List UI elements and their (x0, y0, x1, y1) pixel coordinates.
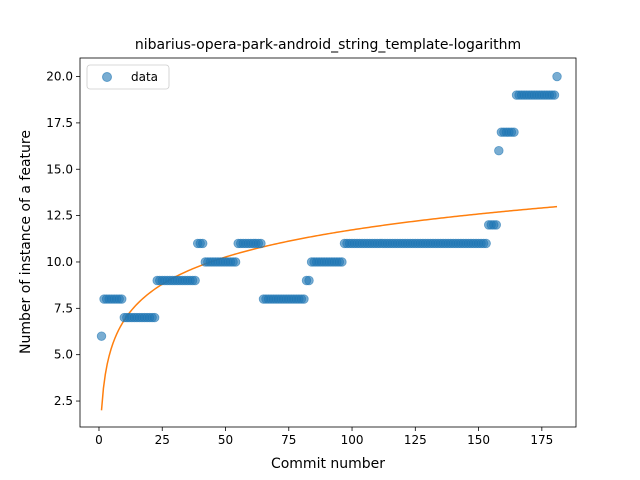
data-points (96, 71, 562, 341)
data-point (117, 294, 127, 304)
data-point (337, 257, 347, 267)
y-tick-label: 15.0 (46, 162, 73, 176)
x-axis-label: Commit number (271, 456, 385, 472)
data-point (299, 294, 309, 304)
legend-marker-data (102, 72, 112, 82)
data-point (304, 275, 314, 286)
data-point (230, 257, 241, 267)
y-tick-label: 20.0 (46, 70, 73, 84)
y-tick-label: 17.5 (46, 116, 73, 130)
y-tick-label: 7.5 (54, 301, 73, 315)
plot-frame (79, 57, 577, 428)
y-tick-label: 12.5 (46, 209, 73, 223)
data-point (491, 220, 501, 230)
chart-title: nibarius-opera-park-android_string_templ… (135, 37, 521, 53)
data-point (198, 238, 208, 249)
data-point (509, 127, 519, 137)
x-tick-label: 125 (404, 433, 427, 447)
y-tick-label: 5.0 (54, 348, 73, 362)
x-tick-label: 100 (341, 433, 364, 447)
axes-ticks: 0 25 50 75 100 125 150 175 2.5 5.0 7.5 10.0 12.5 15.0… (46, 70, 553, 447)
fit-line-layer (100, 205, 558, 411)
data-point (481, 238, 491, 249)
legend: data (86, 64, 170, 90)
x-tick-label: 175 (530, 433, 553, 447)
x-tick-label: 75 (281, 433, 296, 447)
data-point (552, 71, 562, 82)
data-point (256, 238, 266, 249)
y-tick-label: 10.0 (46, 255, 73, 269)
x-tick-label: 50 (218, 433, 233, 447)
y-tick-label: 2.5 (54, 394, 73, 408)
data-point (149, 312, 160, 323)
x-tick-label: 0 (95, 433, 103, 447)
x-tick-label: 150 (467, 433, 490, 447)
data-point (549, 90, 560, 100)
x-tick-label: 25 (155, 433, 170, 447)
legend-label-data: data (131, 70, 158, 84)
fit-line (100, 205, 558, 411)
data-point (190, 275, 200, 286)
data-point (96, 331, 107, 341)
y-axis-label: Number of instance of a feature (18, 130, 34, 354)
data-point (494, 146, 504, 156)
legend-box (86, 64, 170, 90)
